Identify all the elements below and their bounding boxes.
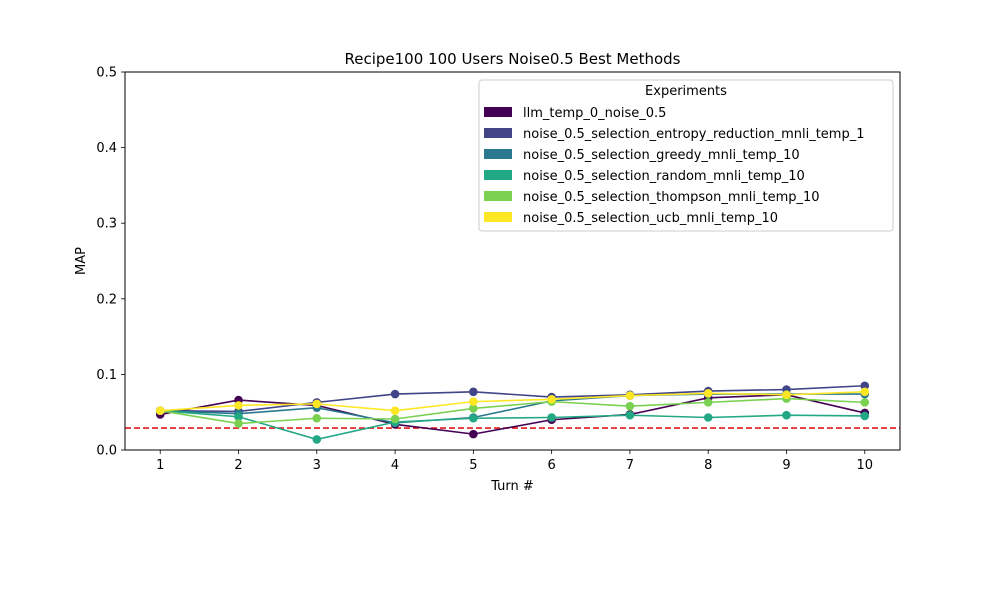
plot-area bbox=[125, 381, 900, 444]
legend-swatch bbox=[484, 107, 512, 117]
legend-entry-label: llm_temp_0_noise_0.5 bbox=[523, 106, 666, 121]
y-tick-label: 0.4 bbox=[96, 141, 117, 156]
data-point bbox=[390, 414, 400, 424]
legend-box bbox=[478, 79, 894, 232]
x-tick-label: 5 bbox=[469, 458, 477, 473]
data-point bbox=[625, 401, 635, 411]
y-tick-label: 0.1 bbox=[96, 368, 117, 383]
x-tick-label: 3 bbox=[313, 458, 321, 473]
y-tick-label: 0.5 bbox=[96, 66, 117, 81]
data-point bbox=[469, 404, 478, 413]
axes-frame bbox=[124, 71, 901, 451]
data-point bbox=[312, 435, 322, 444]
data-point bbox=[782, 410, 791, 420]
data-point bbox=[547, 413, 556, 422]
data-point bbox=[469, 397, 478, 406]
y-tick-label: 0.0 bbox=[96, 444, 117, 459]
data-point bbox=[703, 389, 713, 398]
data-point bbox=[234, 401, 243, 410]
data-point bbox=[234, 419, 243, 428]
x-tick-label: 7 bbox=[626, 458, 634, 473]
series-line-1 bbox=[160, 394, 865, 435]
legend-entry-label: noise_0.5_selection_thompson_mnli_temp_1… bbox=[523, 190, 820, 205]
data-point bbox=[703, 413, 713, 422]
legend-entry-label: noise_0.5_selection_ucb_mnli_temp_10 bbox=[523, 211, 778, 226]
legend-entry-label: noise_0.5_selection_entropy_reduction_mn… bbox=[523, 127, 864, 142]
legend-entry-label: noise_0.5_selection_random_mnli_temp_10 bbox=[523, 169, 805, 184]
data-point bbox=[860, 381, 870, 391]
y-tick-label: 0.2 bbox=[96, 292, 117, 307]
legend: Experiments llm_temp_0_noise_0.5 noise_0.5… bbox=[478, 79, 894, 232]
chart-title: Recipe100 100 Users Noise0.5 Best Method… bbox=[345, 50, 681, 68]
data-point bbox=[860, 398, 870, 407]
x-tick-label: 6 bbox=[548, 458, 556, 473]
x-tick-label: 8 bbox=[704, 458, 712, 473]
series-line-5 bbox=[160, 397, 865, 425]
legend-swatch bbox=[484, 149, 512, 159]
data-point bbox=[860, 387, 870, 397]
x-tick-label: 1 bbox=[156, 458, 164, 473]
data-point bbox=[390, 389, 400, 399]
x-tick-label: 9 bbox=[782, 458, 790, 473]
legend-swatch bbox=[484, 170, 512, 180]
axis-ticks: 1 2 3 4 5 6 7 8 9 10 0.0 0.1 0.2 0.3 0.4 0.5 bbox=[96, 66, 873, 474]
y-axis-label: MAP bbox=[74, 247, 89, 275]
y-tick-label: 0.3 bbox=[96, 217, 117, 232]
legend-swatch bbox=[484, 128, 512, 138]
data-point bbox=[547, 395, 556, 404]
data-point bbox=[782, 390, 791, 400]
data-point bbox=[625, 391, 635, 400]
data-point bbox=[469, 429, 478, 439]
x-axis-label: Turn # bbox=[490, 479, 534, 494]
legend-swatch bbox=[484, 191, 512, 201]
data-point bbox=[312, 399, 322, 409]
data-point bbox=[469, 387, 478, 397]
data-point bbox=[703, 398, 713, 407]
data-point bbox=[390, 406, 400, 415]
legend-entry-label: noise_0.5_selection_greedy_mnli_temp_10 bbox=[523, 148, 800, 163]
data-point bbox=[625, 410, 635, 420]
x-tick-label: 4 bbox=[391, 458, 399, 473]
data-point bbox=[469, 413, 478, 423]
legend-swatch bbox=[484, 212, 512, 222]
data-point bbox=[860, 411, 870, 421]
x-tick-label: 10 bbox=[856, 458, 873, 473]
series-line-2 bbox=[160, 384, 865, 413]
series-line-6 bbox=[160, 390, 865, 412]
data-point bbox=[312, 413, 322, 423]
data-point bbox=[155, 406, 165, 415]
legend-title: Experiments bbox=[645, 84, 727, 99]
data-point bbox=[234, 412, 243, 422]
series-line-4 bbox=[160, 409, 865, 441]
x-tick-label: 2 bbox=[234, 458, 242, 473]
